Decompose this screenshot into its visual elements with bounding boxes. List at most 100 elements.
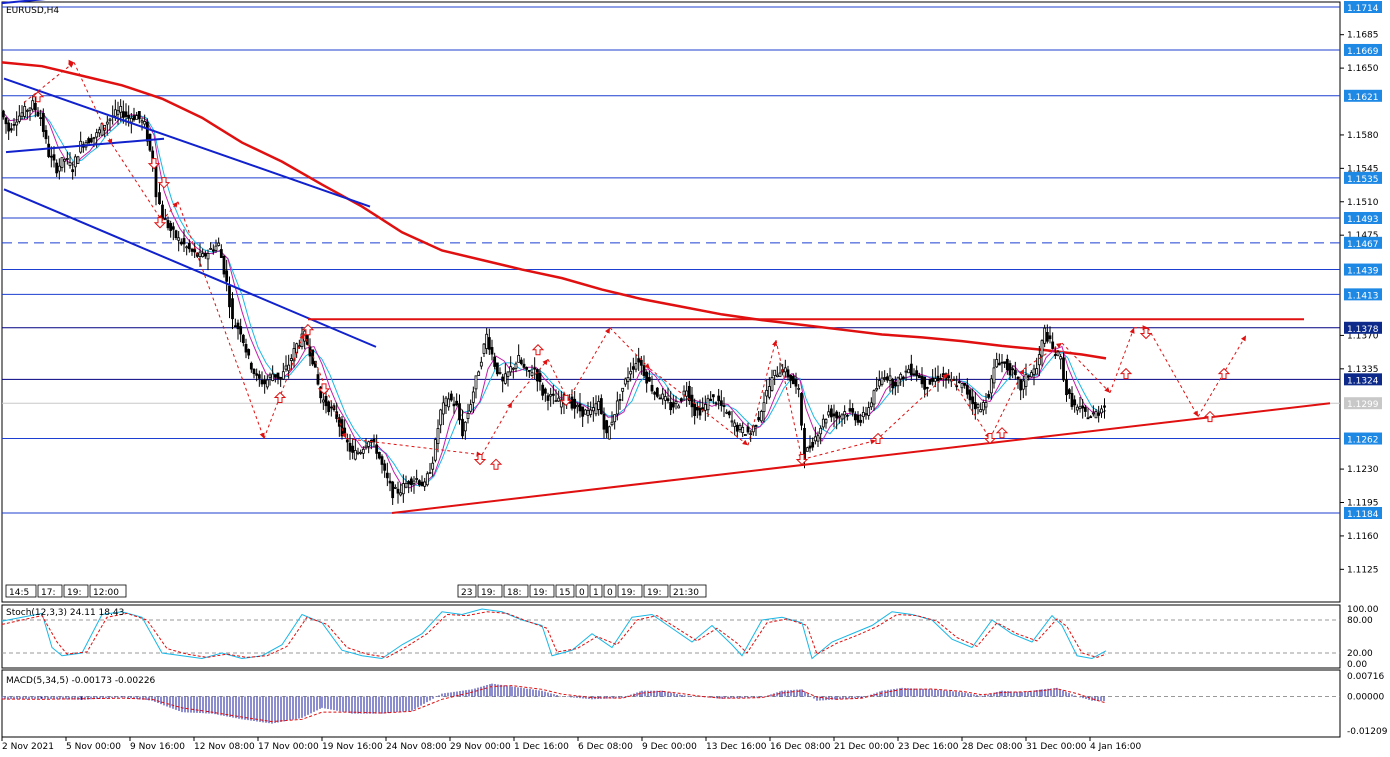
candle-body[interactable] [1067, 389, 1071, 395]
candle-body[interactable] [952, 378, 956, 381]
candle-body[interactable] [851, 408, 855, 413]
candle-body[interactable] [461, 418, 464, 437]
candle-body[interactable] [738, 424, 742, 430]
candle-body[interactable] [417, 480, 421, 486]
candle-body[interactable] [637, 358, 641, 363]
candle-body[interactable] [15, 121, 19, 126]
candle-body[interactable] [255, 373, 259, 376]
candle-body[interactable] [979, 409, 983, 413]
candle-body[interactable] [968, 389, 972, 401]
candle-body[interactable] [674, 400, 678, 404]
candle-body[interactable] [1062, 357, 1065, 381]
candle-body[interactable] [775, 374, 779, 378]
candle-body[interactable] [827, 411, 831, 416]
candle-body[interactable] [39, 117, 43, 120]
candle-body[interactable] [835, 411, 839, 419]
candle-body[interactable] [428, 472, 432, 474]
candle-body[interactable] [896, 377, 900, 387]
channel-descending-line[interactable] [3, 188, 377, 348]
candle-body[interactable] [391, 481, 395, 499]
candle-body[interactable] [931, 377, 935, 382]
candle-body[interactable] [909, 363, 913, 376]
candle-body[interactable] [340, 419, 344, 437]
candle-body[interactable] [503, 373, 507, 384]
candle-body[interactable] [711, 394, 715, 398]
candle-body[interactable] [447, 398, 451, 408]
candle-body[interactable] [899, 373, 903, 380]
candle-body[interactable] [682, 390, 686, 396]
candle-body[interactable] [765, 389, 769, 397]
candle-body[interactable] [546, 395, 550, 401]
candle-body[interactable] [388, 480, 392, 484]
candle-body[interactable] [867, 407, 871, 416]
candle-body[interactable] [33, 102, 37, 111]
candle-body[interactable] [658, 397, 662, 400]
candle-body[interactable] [923, 376, 927, 390]
candle-body[interactable] [888, 375, 892, 381]
candle-body[interactable] [169, 223, 173, 231]
candle-body[interactable] [380, 456, 384, 465]
candle-body[interactable] [455, 400, 459, 406]
candle-body[interactable] [957, 381, 961, 384]
candle-body[interactable] [631, 366, 635, 370]
candle-body[interactable] [477, 371, 481, 376]
candle-body[interactable] [97, 129, 101, 134]
candle-body[interactable] [163, 218, 167, 221]
candle-body[interactable] [837, 415, 841, 418]
candle-body[interactable] [647, 377, 651, 382]
candle-body[interactable] [487, 337, 491, 350]
candle-body[interactable] [618, 399, 622, 401]
candle-body[interactable] [493, 356, 497, 367]
candle-body[interactable] [671, 402, 675, 408]
candle-body[interactable] [554, 400, 558, 403]
candle-body[interactable] [794, 379, 798, 387]
candle-body[interactable] [158, 192, 161, 205]
candle-body[interactable] [679, 398, 683, 402]
candle-body[interactable] [377, 451, 381, 459]
candle-body[interactable] [385, 472, 389, 479]
candle-body[interactable] [257, 374, 261, 379]
candle-body[interactable] [273, 374, 277, 378]
candle-body[interactable] [4, 117, 8, 125]
candle-body[interactable] [557, 397, 561, 402]
candle-body[interactable] [1100, 408, 1103, 414]
candle-body[interactable] [474, 375, 478, 390]
candle-body[interactable] [105, 121, 109, 125]
candle-body[interactable] [549, 394, 553, 397]
candle-body[interactable] [845, 414, 849, 417]
candle-body[interactable] [471, 391, 475, 403]
candle-body[interactable] [71, 169, 75, 173]
candle-body[interactable] [757, 417, 761, 421]
candle-body[interactable] [920, 375, 924, 385]
candle-body[interactable] [206, 253, 210, 260]
channel-mid-line[interactable] [5, 137, 165, 154]
candle-body[interactable] [231, 298, 234, 320]
candle-body[interactable] [498, 371, 502, 374]
macd-signal-line[interactable] [1, 685, 1107, 723]
candle-body[interactable] [393, 486, 397, 489]
candle-body[interactable] [1005, 358, 1009, 371]
candle-body[interactable] [95, 132, 99, 138]
candle-body[interactable] [610, 421, 614, 426]
candle-body[interactable] [663, 396, 667, 401]
candle-body[interactable] [1078, 406, 1082, 410]
candle-body[interactable] [1083, 407, 1087, 412]
candle-body[interactable] [351, 445, 355, 453]
candle-body[interactable] [1048, 335, 1052, 340]
candle-body[interactable] [789, 374, 793, 381]
candle-body[interactable] [1065, 379, 1068, 396]
candle-body[interactable] [634, 363, 638, 370]
candle-body[interactable] [599, 398, 603, 415]
candle-body[interactable] [367, 441, 371, 447]
candle-body[interactable] [1035, 368, 1039, 375]
main-price-panel[interactable]: 1.1685 1.1650 1.1580 1.1545 1.1510 1.1475 1.13… [1, 0, 1382, 603]
channel-descending-line[interactable] [3, 77, 371, 208]
candle-body[interactable] [185, 246, 189, 249]
candle-body[interactable] [201, 253, 205, 258]
candle-body[interactable] [677, 405, 681, 409]
candle-body[interactable] [143, 121, 147, 125]
candle-body[interactable] [573, 398, 577, 409]
candle-body[interactable] [233, 325, 237, 328]
candle-body[interactable] [132, 115, 136, 121]
